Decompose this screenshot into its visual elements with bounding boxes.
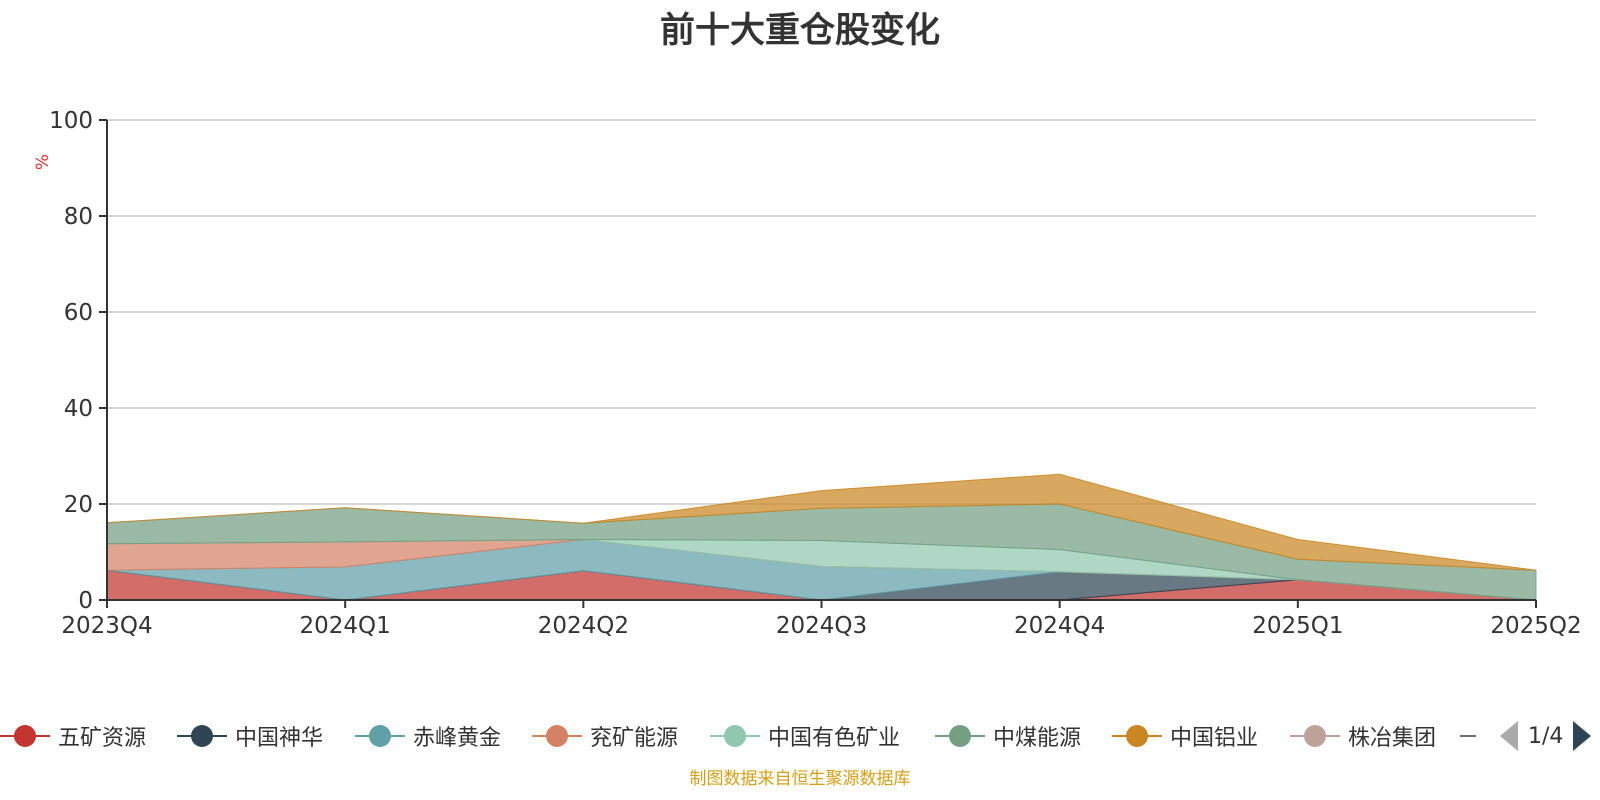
- source-note: 制图数据来自恒生聚源数据库: [689, 769, 911, 789]
- y-tick-label: 0: [78, 588, 93, 614]
- legend-marker-icon: [935, 716, 985, 756]
- legend-item-0[interactable]: 五矿资源: [0, 716, 146, 756]
- legend-item-2[interactable]: 赤峰黄金: [355, 716, 501, 756]
- chart-title: 前十大重仓股变化: [659, 11, 940, 51]
- y-tick-label: 40: [64, 396, 93, 422]
- legend-marker-icon: [177, 716, 227, 756]
- legend-item-8[interactable]: [1460, 716, 1476, 756]
- legend-marker-icon: [1460, 716, 1476, 756]
- legend-label: 中煤能源: [993, 726, 1082, 751]
- x-tick-label: 2023Q4: [61, 613, 152, 639]
- legend-label: 株冶集团: [1348, 726, 1437, 751]
- area-layer: [106, 473, 1537, 601]
- legend-marker-icon: [1290, 716, 1340, 756]
- x-tick-label: 2024Q4: [1014, 613, 1105, 639]
- legend-item-4[interactable]: 中国有色矿业: [710, 716, 900, 756]
- tick-labels: 0 20 40 60 80 100 2023Q4 2024Q1 2024Q2 2024Q3 2024…: [33, 108, 1582, 639]
- legend-item-1[interactable]: 中国神华: [177, 716, 323, 756]
- grid-lines: [107, 119, 1536, 505]
- legend-marker-icon: [1112, 716, 1162, 756]
- axes: [99, 119, 1537, 608]
- legend-item-5[interactable]: 中煤能源: [935, 716, 1081, 756]
- page-indicator: 1/4: [1528, 723, 1564, 749]
- stacked-area-chart: 0 20 40 60 80 100 2023Q4 2024Q1 2024Q2 2024Q3 2024…: [33, 108, 1582, 639]
- legend-item-3[interactable]: 兖矿能源: [532, 716, 678, 756]
- legend-label: 兖矿能源: [590, 726, 679, 751]
- legend-marker-icon: [532, 716, 582, 756]
- legend-label: 中国神华: [235, 726, 324, 751]
- x-tick-label: 2024Q2: [538, 613, 629, 639]
- x-tick-label: 2024Q1: [300, 613, 391, 639]
- y-tick-label: 60: [64, 300, 93, 326]
- x-tick-label: 2025Q1: [1252, 613, 1343, 639]
- legend-pager: 1/4: [1500, 718, 1592, 754]
- legend-label: 中国有色矿业: [768, 726, 901, 751]
- prev-page-icon[interactable]: [1500, 721, 1518, 751]
- y-axis-label: %: [33, 154, 53, 170]
- legend-label: 五矿资源: [58, 726, 147, 751]
- area-series-6: [106, 473, 1537, 571]
- legend-label: 赤峰黄金: [413, 726, 502, 751]
- legend-item-6[interactable]: 中国铝业: [1112, 716, 1258, 756]
- y-tick-label: 80: [64, 204, 93, 230]
- y-tick-label: 20: [64, 492, 93, 518]
- legend-marker-icon: [710, 716, 760, 756]
- legend: 五矿资源 中国神华 赤峰黄金 兖矿能源 中国有色矿业 中煤能源 中国铝业 株冶集团: [0, 716, 1600, 756]
- y-tick-label: 100: [49, 108, 93, 134]
- legend-item-7[interactable]: 株冶集团: [1290, 716, 1436, 756]
- legend-marker-icon: [0, 716, 50, 756]
- next-page-icon[interactable]: [1573, 721, 1592, 751]
- x-tick-label: 2024Q3: [776, 613, 867, 639]
- x-tick-label: 2025Q2: [1490, 613, 1581, 639]
- legend-marker-icon: [355, 716, 405, 756]
- legend-label: 中国铝业: [1170, 726, 1259, 751]
